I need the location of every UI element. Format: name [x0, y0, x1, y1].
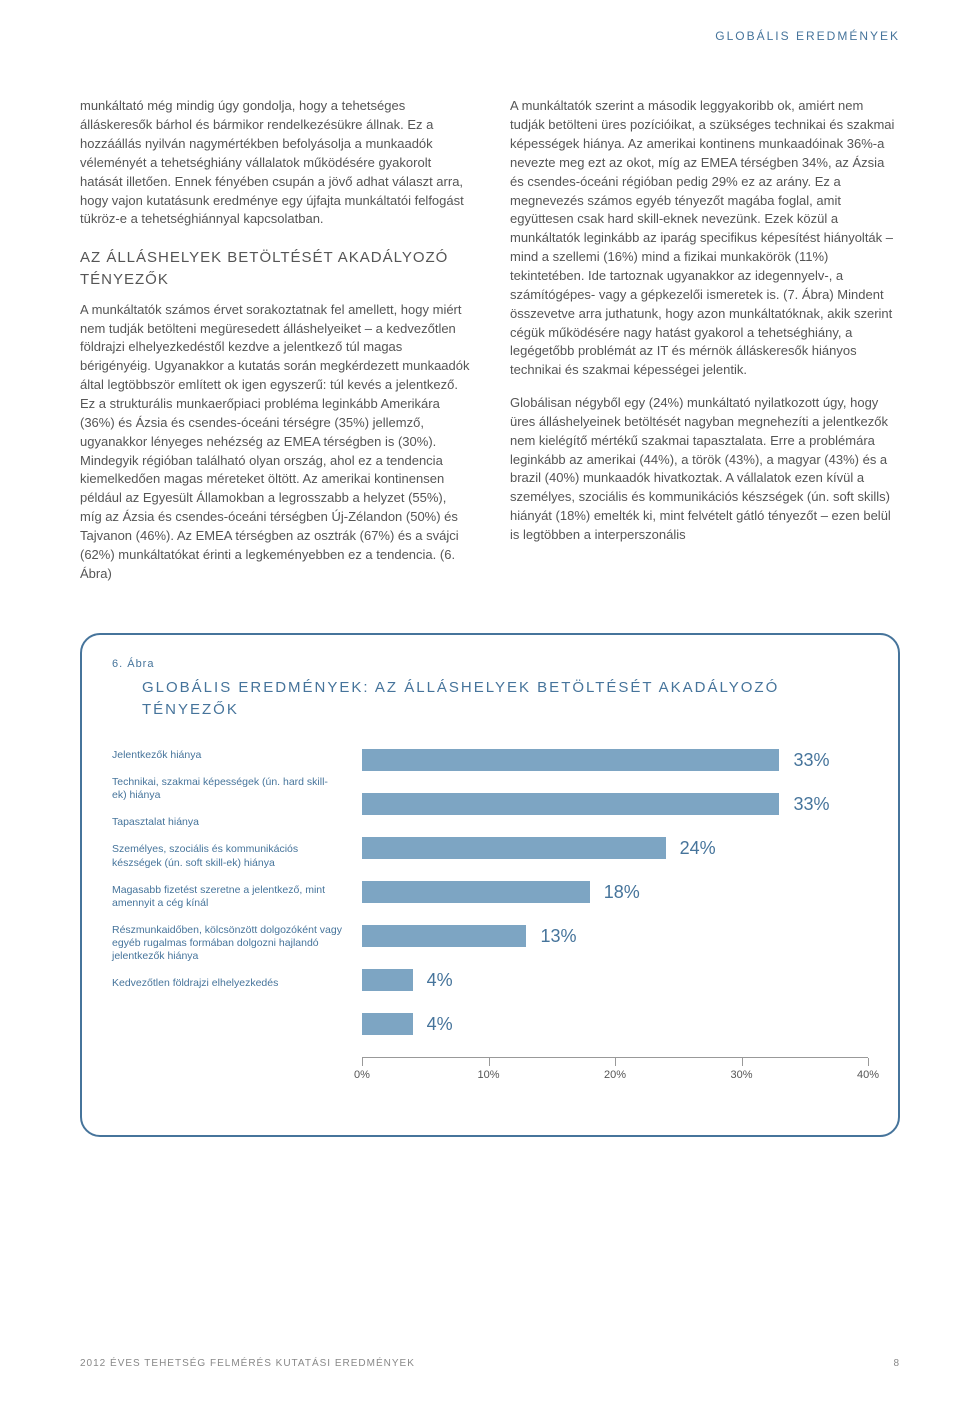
right-column: A munkáltatók szerint a második leggyako… — [510, 97, 900, 597]
axis-tick-label: 0% — [354, 1068, 370, 1084]
bar-row: 18% — [362, 881, 868, 903]
left-column: munkáltató még mindig úgy gondolja, hogy… — [80, 97, 470, 597]
page-number: 8 — [893, 1357, 900, 1372]
bar-value-label: 33% — [793, 791, 829, 817]
axis-tick-label: 40% — [857, 1068, 879, 1084]
chart-body: Jelentkezők hiánya Technikai, szakmai ké… — [112, 749, 868, 1111]
bar — [362, 749, 779, 771]
bar-row: 24% — [362, 837, 868, 859]
page-footer: 2012 ÉVES TEHETSÉG FELMÉRÉS KUTATÁSI ERE… — [80, 1357, 900, 1372]
body-paragraph: Globálisan négyből egy (24%) munkáltató … — [510, 394, 900, 545]
chart-container: 6. Ábra GLOBÁLIS EREDMÉNYEK: AZ ÁLLÁSHEL… — [80, 633, 900, 1136]
bar-row: 33% — [362, 793, 868, 815]
bar-value-label: 24% — [680, 835, 716, 861]
body-paragraph: A munkáltatók számos érvet sorakoztatnak… — [80, 301, 470, 584]
axis-tick-label: 30% — [730, 1068, 752, 1084]
page-section-header: GLOBÁLIS EREDMÉNYEK — [0, 0, 960, 45]
axis-tick-label: 10% — [477, 1068, 499, 1084]
bar-row: 13% — [362, 925, 868, 947]
bar-value-label: 4% — [427, 967, 453, 993]
body-columns: munkáltató még mindig úgy gondolja, hogy… — [0, 45, 960, 597]
chart-label: Részmunkaidőben, kölcsönzött dolgozóként… — [112, 924, 342, 963]
footer-text: 2012 ÉVES TEHETSÉG FELMÉRÉS KUTATÁSI ERE… — [80, 1357, 415, 1372]
chart-label: Kedvezőtlen földrajzi elhelyezkedés — [112, 977, 342, 990]
chart-label: Jelentkezők hiánya — [112, 749, 342, 762]
chart-label: Technikai, szakmai képességek (ún. hard … — [112, 776, 342, 802]
bar-value-label: 18% — [604, 879, 640, 905]
chart-figure-number: 6. Ábra — [112, 657, 868, 673]
bar-value-label: 13% — [540, 923, 576, 949]
bar — [362, 1013, 413, 1035]
section-heading: AZ ÁLLÁSHELYEK BETÖLTÉSÉT AKADÁLYOZÓ TÉN… — [80, 247, 470, 291]
axis-tick-label: 20% — [604, 1068, 626, 1084]
bar — [362, 925, 526, 947]
bar-row: 4% — [362, 969, 868, 991]
chart-label: Személyes, szociális és kommunikációs ké… — [112, 843, 342, 869]
chart-y-labels: Jelentkezők hiánya Technikai, szakmai ké… — [112, 749, 342, 1111]
chart-label: Magasabb fizetést szeretne a jelentkező,… — [112, 884, 342, 910]
chart-x-axis: 0% 10% 20% 30% 40% — [362, 1057, 868, 1081]
bar — [362, 881, 590, 903]
body-paragraph: munkáltató még mindig úgy gondolja, hogy… — [80, 97, 470, 229]
bar-value-label: 33% — [793, 747, 829, 773]
bar-row: 4% — [362, 1013, 868, 1035]
bar-value-label: 4% — [427, 1011, 453, 1037]
chart-label: Tapasztalat hiánya — [112, 816, 342, 829]
chart-plot-area: 33% 33% 24% 18% 13% 4% 4% 0% 10% 20% 30%… — [362, 749, 868, 1111]
bar — [362, 793, 779, 815]
bar-row: 33% — [362, 749, 868, 771]
chart-title: GLOBÁLIS EREDMÉNYEK: AZ ÁLLÁSHELYEK BETÖ… — [112, 677, 868, 721]
bar — [362, 837, 666, 859]
body-paragraph: A munkáltatók szerint a második leggyako… — [510, 97, 900, 380]
bar — [362, 969, 413, 991]
